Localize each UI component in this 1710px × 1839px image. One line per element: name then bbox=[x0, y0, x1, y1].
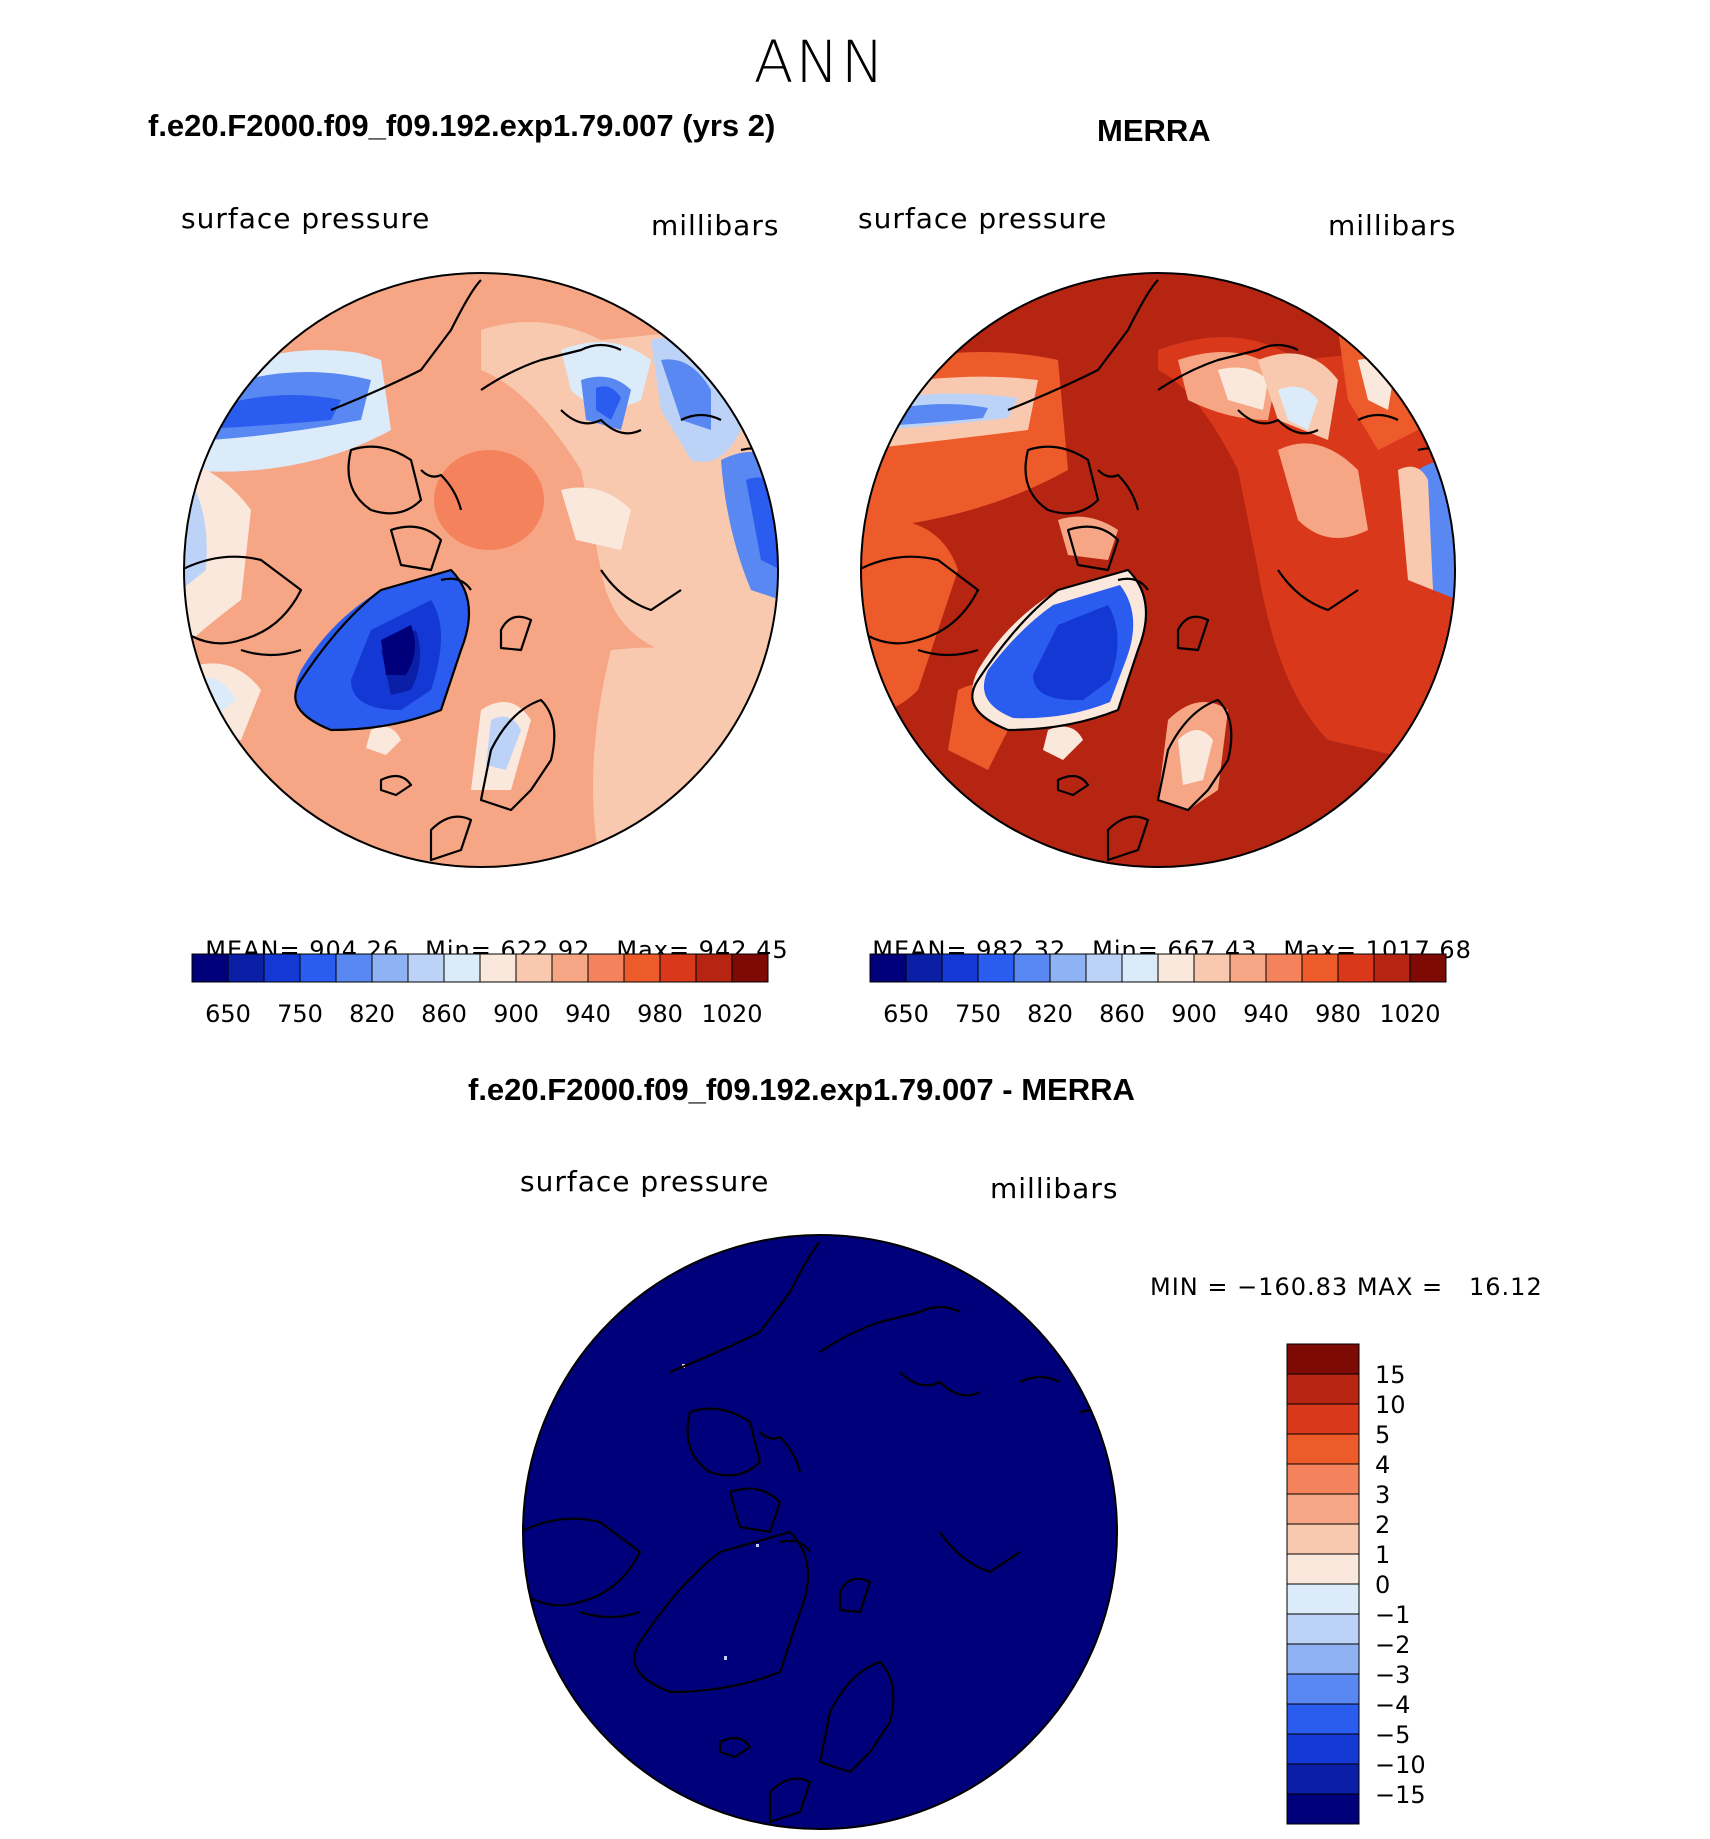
diff-colorbar-box bbox=[1286, 1673, 1360, 1705]
diff-colorbar-label: 15 bbox=[1375, 1361, 1406, 1389]
diff-colorbar-label: −15 bbox=[1375, 1781, 1426, 1809]
obs-colorbar-box bbox=[1301, 953, 1339, 983]
diff-polar-map bbox=[522, 1234, 1118, 1830]
model-colorbar-label: 940 bbox=[565, 1000, 611, 1028]
obs-colorbar-box bbox=[1121, 953, 1159, 983]
obs-colorbar-box bbox=[1085, 953, 1123, 983]
obs-colorbar-label: 940 bbox=[1243, 1000, 1289, 1028]
diff-colorbar-label: −4 bbox=[1375, 1691, 1410, 1719]
model-colorbar-box bbox=[227, 953, 265, 983]
diff-colorbar-box bbox=[1286, 1493, 1360, 1525]
obs-colorbar-label: 860 bbox=[1099, 1000, 1145, 1028]
diff-colorbar-box bbox=[1286, 1403, 1360, 1435]
model-colorbar-label: 980 bbox=[637, 1000, 683, 1028]
model-colorbar-box bbox=[407, 953, 445, 983]
diff-colorbar-box bbox=[1286, 1733, 1360, 1765]
model-polar-map bbox=[183, 272, 779, 868]
diff-colorbar-box bbox=[1286, 1703, 1360, 1735]
diff-units-label: millibars bbox=[990, 1172, 1119, 1205]
model-colorbar-box bbox=[443, 953, 481, 983]
obs-variable-label: surface pressure bbox=[858, 202, 1108, 235]
diff-colorbar-box bbox=[1286, 1343, 1360, 1375]
diff-colorbar-label: −2 bbox=[1375, 1631, 1410, 1659]
model-colorbar-label: 650 bbox=[205, 1000, 251, 1028]
diff-colorbar-label: 3 bbox=[1375, 1481, 1390, 1509]
model-colorbar-label: 860 bbox=[421, 1000, 467, 1028]
diff-colorbar-label: 0 bbox=[1375, 1571, 1390, 1599]
model-colorbar-box bbox=[191, 953, 229, 983]
obs-colorbar-box bbox=[869, 953, 907, 983]
diff-colorbar-box bbox=[1286, 1433, 1360, 1465]
obs-colorbar-label: 980 bbox=[1315, 1000, 1361, 1028]
diff-colorbar-box bbox=[1286, 1553, 1360, 1585]
diff-colorbar-box bbox=[1286, 1763, 1360, 1795]
season-title: ANN bbox=[753, 28, 887, 96]
model-colorbar-box bbox=[515, 953, 553, 983]
model-colorbar-label: 750 bbox=[277, 1000, 323, 1028]
diff-colorbar-label: 1 bbox=[1375, 1541, 1390, 1569]
model-colorbar-box bbox=[695, 953, 733, 983]
diff-panel-title: f.e20.F2000.f09_f09.192.exp1.79.007 - ME… bbox=[468, 1072, 1135, 1107]
obs-colorbar-box bbox=[1229, 953, 1267, 983]
diff-variable-label: surface pressure bbox=[520, 1165, 770, 1198]
obs-colorbar-label: 820 bbox=[1027, 1000, 1073, 1028]
diff-colorbar-label: 2 bbox=[1375, 1511, 1390, 1539]
obs-colorbar-box bbox=[977, 953, 1015, 983]
diff-colorbar-box bbox=[1286, 1373, 1360, 1405]
diff-colorbar-box bbox=[1286, 1463, 1360, 1495]
diff-colorbar-label: 10 bbox=[1375, 1391, 1406, 1419]
obs-colorbar-label: 900 bbox=[1171, 1000, 1217, 1028]
diff-colorbar-box bbox=[1286, 1613, 1360, 1645]
model-colorbar-box bbox=[659, 953, 697, 983]
obs-colorbar: 650 750 820 860 900 940 980 1020 bbox=[869, 953, 1447, 1028]
obs-colorbar-box bbox=[941, 953, 979, 983]
diff-colorbar-box bbox=[1286, 1523, 1360, 1555]
obs-colorbar-box bbox=[1049, 953, 1087, 983]
model-colorbar-box bbox=[623, 953, 661, 983]
model-colorbar: 650 750 820 860 900 940 980 1020 bbox=[191, 953, 769, 1028]
diff-colorbar-box bbox=[1286, 1643, 1360, 1675]
model-colorbar-label: 820 bbox=[349, 1000, 395, 1028]
diff-colorbar-label: −1 bbox=[1375, 1601, 1410, 1629]
obs-colorbar-label: 750 bbox=[955, 1000, 1001, 1028]
obs-polar-map bbox=[860, 272, 1456, 868]
obs-colorbar-label: 1020 bbox=[1379, 1000, 1440, 1028]
obs-colorbar-box bbox=[1409, 953, 1447, 983]
model-colorbar-label: 900 bbox=[493, 1000, 539, 1028]
model-colorbar-box bbox=[335, 953, 373, 983]
obs-colorbar-box bbox=[1373, 953, 1411, 983]
diff-colorbar-box bbox=[1286, 1793, 1360, 1825]
diff-colorbar-label: −5 bbox=[1375, 1721, 1410, 1749]
obs-panel-title: MERRA bbox=[1097, 113, 1211, 148]
model-colorbar-box bbox=[299, 953, 337, 983]
obs-colorbar-label: 650 bbox=[883, 1000, 929, 1028]
model-colorbar-box bbox=[263, 953, 301, 983]
model-colorbar-box bbox=[371, 953, 409, 983]
diff-colorbar-label: 4 bbox=[1375, 1451, 1390, 1479]
obs-colorbar-box bbox=[1337, 953, 1375, 983]
model-colorbar-box bbox=[731, 953, 769, 983]
diff-colorbar-box bbox=[1286, 1583, 1360, 1615]
obs-units-label: millibars bbox=[1328, 209, 1457, 242]
obs-colorbar-box bbox=[1157, 953, 1195, 983]
model-panel-title: f.e20.F2000.f09_f09.192.exp1.79.007 (yrs… bbox=[148, 108, 776, 143]
diff-colorbar-label: 5 bbox=[1375, 1421, 1390, 1449]
obs-colorbar-box bbox=[1193, 953, 1231, 983]
obs-colorbar-box bbox=[1013, 953, 1051, 983]
diff-colorbar-label: −10 bbox=[1375, 1751, 1426, 1779]
model-colorbar-box bbox=[587, 953, 625, 983]
diff-colorbar-label: −3 bbox=[1375, 1661, 1410, 1689]
model-units-label: millibars bbox=[651, 209, 780, 242]
obs-colorbar-box bbox=[1265, 953, 1303, 983]
model-colorbar-box bbox=[479, 953, 517, 983]
diff-minmax-stat: MIN = −160.83 MAX = 16.12 bbox=[1150, 1273, 1543, 1301]
model-variable-label: surface pressure bbox=[181, 202, 431, 235]
obs-colorbar-box bbox=[905, 953, 943, 983]
model-colorbar-box bbox=[551, 953, 589, 983]
model-colorbar-label: 1020 bbox=[701, 1000, 762, 1028]
